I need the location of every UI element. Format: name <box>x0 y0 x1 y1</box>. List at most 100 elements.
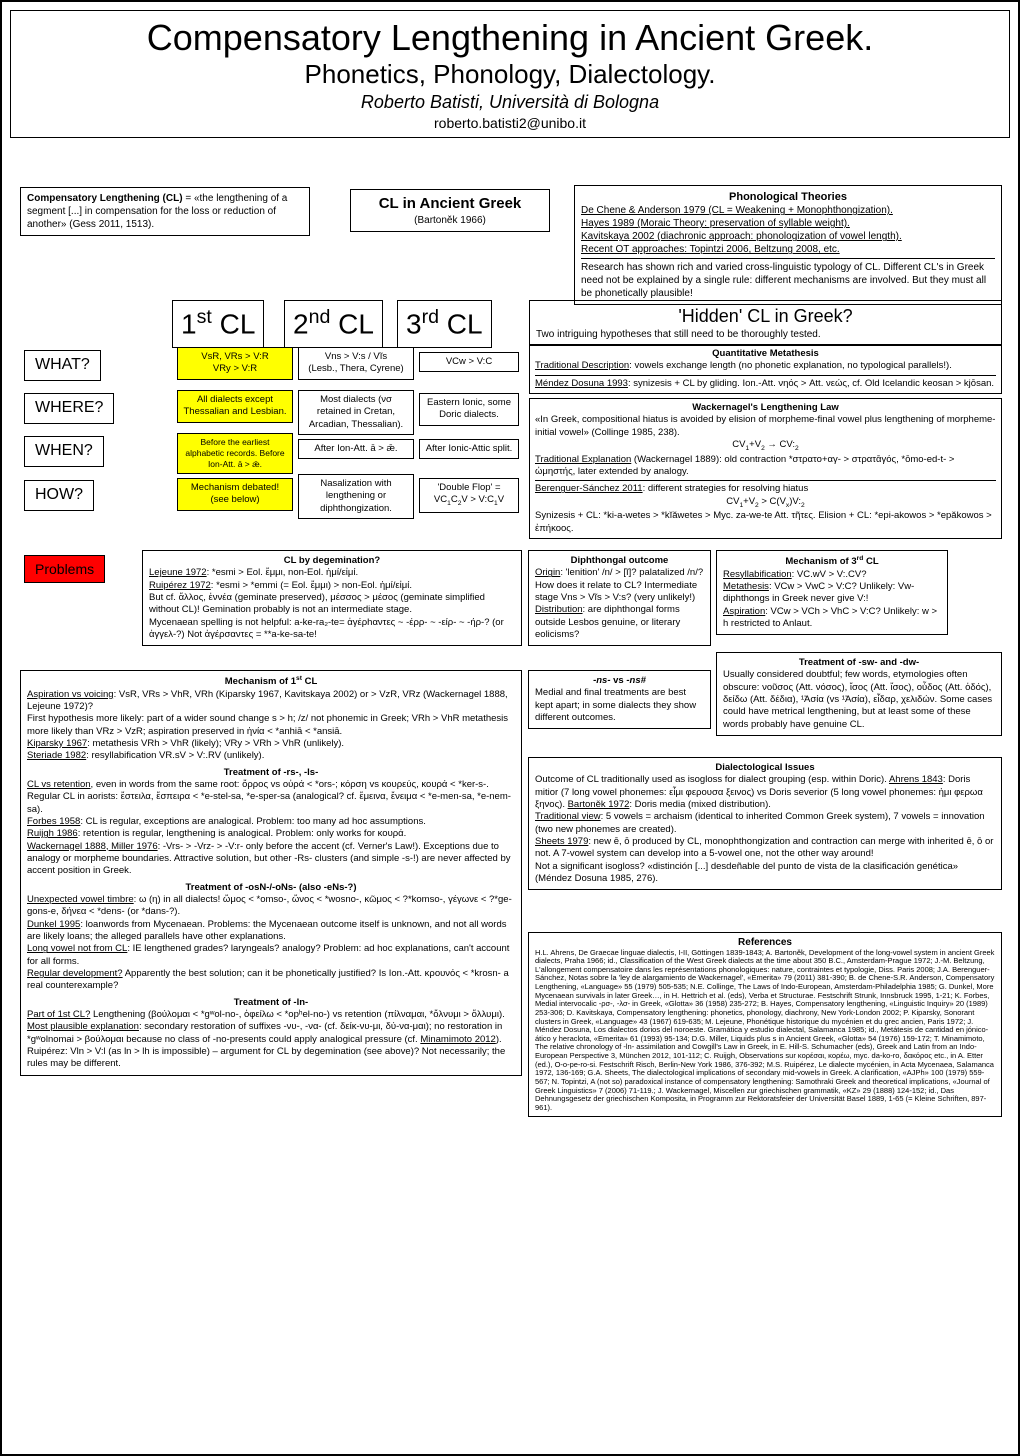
m1-l2: First hypothesis more likely: part of a … <box>27 713 515 738</box>
problems-label: Problems <box>24 555 105 583</box>
dg-l3: But cf. ἄλλος, ἐννέα (geminate preserved… <box>149 592 515 617</box>
w-l3b: : different strategies for resolving hia… <box>643 483 809 494</box>
page: Compensatory Lengthening in Ancient Gree… <box>0 0 1020 1456</box>
mech3-title: Mechanism of 3rd CL <box>723 555 941 569</box>
when-c2: After Ion-Att. ā > ǣ. <box>298 439 414 459</box>
phon-theories-title: Phonological Theories <box>581 190 995 204</box>
m3-l3a: Aspiration <box>723 606 765 617</box>
degem-title: CL by degemination? <box>149 555 515 567</box>
osn-title: Treatment of -osN-/-oNs- (also -eNs-?) <box>27 882 515 894</box>
pt-l3: Kavitskaya 2002 (diachronic approach: ph… <box>581 231 902 242</box>
m1-l5b: , even in words from the same root: ὄρρο… <box>91 779 489 790</box>
cl2-box: 2nd CL <box>284 300 383 348</box>
qm-l2b: : synizesis + CL by gliding. Ion.-Att. ν… <box>628 378 994 389</box>
subtitle: Phonetics, Phonology, Dialectology. <box>17 59 1003 90</box>
phon-theories-box: Phonological Theories De Chene & Anderso… <box>574 185 1002 305</box>
m3-l1b: : VC.wV > V:.CV? <box>792 569 867 580</box>
d-l1c: Bartoněk 1972 <box>568 799 630 810</box>
m3-l2a: Metathesis <box>723 581 769 592</box>
d-l1d: : Doris media (mixed distribution). <box>629 799 771 810</box>
m1-l4b: : resyllabification VR.sV > V:.RV (unlik… <box>86 750 264 761</box>
author: Roberto Batisti, Università di Bologna <box>17 92 1003 113</box>
m1-l3a: Kiparsky 1967 <box>27 738 87 749</box>
qm-l2a: Méndez Dosuna 1993 <box>535 378 628 389</box>
pt-l2: Hayes 1989 (Moraic Theory: preservation … <box>581 218 850 229</box>
m1-l1a: Aspiration vs voicing <box>27 689 114 700</box>
m1-l11a: Dunkel 1995 <box>27 919 80 930</box>
diph-title: Diphthongal outcome <box>535 555 704 567</box>
d-l2a: Traditional view <box>535 811 601 822</box>
mech1-box: Mechanism of 1st CL Aspiration vs voicin… <box>20 670 522 1076</box>
diph-box: Diphthongal outcome Origin: 'lenition' /… <box>528 550 711 646</box>
m1-l15c: Minamimoto 2012 <box>420 1034 496 1045</box>
what-c2: Vns > V:s / Vĩs(Lesb., Thera, Cyrene) <box>298 347 414 380</box>
header: Compensatory Lengthening in Ancient Gree… <box>10 10 1010 138</box>
ln-title: Treatment of -ln- <box>27 997 515 1009</box>
w-l2a: Traditional Explanation <box>535 454 631 465</box>
ns-box: -ns- vs -ns# Medial and final treatments… <box>528 670 711 729</box>
what-c3: VCw > V:C <box>419 352 519 372</box>
pt-l4: Recent OT approaches: Topintzi 2006, Bel… <box>581 244 840 255</box>
qm-title: Quantitative Metathesis <box>535 348 996 360</box>
when-c1: Before the earliest alphabetic records. … <box>177 433 293 474</box>
ns-title: -ns- vs -ns# <box>535 675 704 687</box>
m1-l13a: Regular development? <box>27 968 123 979</box>
m1-l4a: Steriade 1982 <box>27 750 86 761</box>
swdw-box: Treatment of -sw- and -dw- Usually consi… <box>716 652 1002 736</box>
title: Compensatory Lengthening in Ancient Gree… <box>17 17 1003 59</box>
cl1-box: 1st CL <box>172 300 264 348</box>
dg-l1b: : *esmi > Eol. ἔμμι, non-Eol. ἠμί/εἰμί. <box>207 567 359 578</box>
m1-l8a: Ruijgh 1986 <box>27 828 78 839</box>
where-c1: All dialects except Thessalian and Lesbi… <box>177 390 293 423</box>
what-label: WHAT? <box>24 350 101 381</box>
mech3-box: Mechanism of 3rd CL Resyllabification: V… <box>716 550 948 635</box>
hidden-title: 'Hidden' CL in Greek? <box>536 305 995 328</box>
where-label: WHERE? <box>24 393 114 424</box>
w-l4: Synizesis + CL: *ki-a-wetes > *kĭăwetes … <box>535 510 996 535</box>
when-label: WHEN? <box>24 436 104 467</box>
m1-l14a: Part of 1st CL? <box>27 1009 90 1020</box>
when-c3: After Ionic-Attic split. <box>419 439 519 459</box>
dp-l3a: Distribution <box>535 604 583 615</box>
refs-body: H.L. Ahrens, De Graecae linguae dialecti… <box>535 949 995 1113</box>
what-c1: VsR, VRs > V:RVRy > V:R <box>177 347 293 380</box>
refs-box: References H.L. Ahrens, De Graecae lingu… <box>528 932 1002 1117</box>
d-l2b: : 5 vowels = archaism (identical to inhe… <box>535 811 985 834</box>
m1-l11b: : loanwords from Mycenaean. Problems: th… <box>27 919 507 942</box>
m1-l9a: Wackernagel 1888, Miller 1976 <box>27 841 158 852</box>
ns-l1: Medial and final treatments are best kep… <box>535 687 704 724</box>
cl-ancient-box: CL in Ancient Greek (Bartoněk 1966) <box>350 189 550 232</box>
dg-l2b: : *esmi > *emmi (= Eol. ἔμμι) > non-Eol.… <box>211 580 412 591</box>
m1-l6: Regular CL in aorists: ἔστειλα, ἔσπειρα … <box>27 791 515 816</box>
swdw-title: Treatment of -sw- and -dw- <box>723 657 995 669</box>
w-l3a: Berenguer-Sánchez 2011 <box>535 483 643 494</box>
how-c2: Nasalization with lengthening or diphtho… <box>298 474 414 519</box>
swdw-l1: Usually considered doubtful; few words, … <box>723 669 995 731</box>
dg-l4: Mycenaean spelling is not helpful: a-ke-… <box>149 617 515 642</box>
where-c2: Most dialects (νσ retained in Cretan, Ar… <box>298 390 414 435</box>
m1-l7a: Forbes 1958 <box>27 816 80 827</box>
dp-l1a: Origin <box>535 567 560 578</box>
w-title: Wackernagel's Lengthening Law <box>535 402 996 414</box>
hidden-sub: Two intriguing hypotheses that still nee… <box>536 328 995 341</box>
mech1-title: Mechanism of 1st CL <box>27 675 515 689</box>
how-c1: Mechanism debated! (see below) <box>177 478 293 511</box>
m1-l10a: Unexpected vowel timbre <box>27 894 134 905</box>
dp-l2: How does it relate to CL? Intermediate s… <box>535 580 704 605</box>
m1-l12a: Long vowel not from CL <box>27 943 127 954</box>
how-label: HOW? <box>24 480 94 511</box>
refs-title: References <box>535 937 995 949</box>
definition-box: Compensatory Lengthening (CL) = «the len… <box>20 187 310 236</box>
m1-l16: Ruipérez: Vln > V:l (as ln > lh is impos… <box>27 1046 515 1071</box>
rs-title: Treatment of -rs-, -ls- <box>27 767 515 779</box>
degem-box: CL by degemination? Lejeune 1972: *esmi … <box>142 550 522 646</box>
dialect-title: Dialectological Issues <box>535 762 995 774</box>
d-l1a: Ahrens 1843 <box>889 774 943 785</box>
how-c3: 'Double Flop' =VC1C2V > V:C1V <box>419 478 519 513</box>
where-c3: Eastern Ionic, some Doric dialects. <box>419 393 519 426</box>
cl-ancient-title: CL in Ancient Greek <box>357 194 543 214</box>
dg-l2a: Ruipérez 1972 <box>149 580 211 591</box>
m1-l14b: Lengthening (βούλομαι < *gʷol-no-, ὀφείλ… <box>90 1009 504 1020</box>
cl3-box: 3rd CL <box>397 300 492 348</box>
d-l3a: Sheets 1979 <box>535 836 588 847</box>
